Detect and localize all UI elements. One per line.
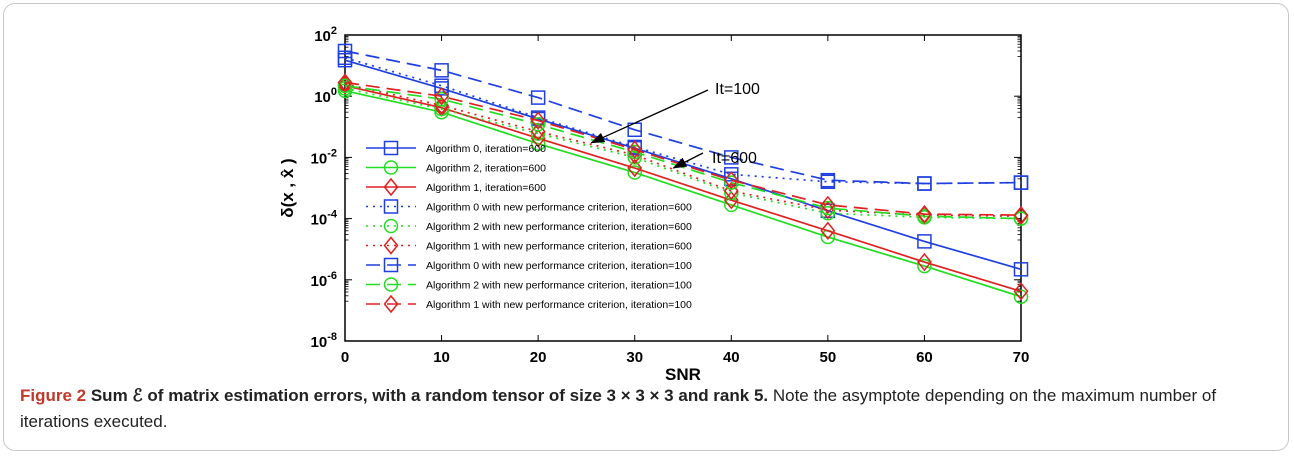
legend-marker: [383, 277, 399, 292]
data-point: [434, 91, 449, 107]
data-point: [530, 129, 546, 148]
data-point: [723, 170, 739, 190]
annotation-layer: It=100 It=600: [590, 81, 760, 169]
data-point: [917, 258, 932, 274]
data-point: [916, 204, 932, 224]
y-tick-label: 102: [314, 25, 337, 45]
legend-marker: [383, 199, 399, 214]
x-tick-label: 50: [820, 349, 837, 366]
data-point: [530, 117, 546, 132]
legend-label: Algorithm 0 with new performance criteri…: [426, 260, 692, 272]
data-point: [434, 96, 450, 115]
x-tick-label: 20: [530, 349, 547, 366]
x-tick-label: 30: [626, 349, 643, 366]
y-tick-label: 10-4: [311, 209, 338, 229]
caption-title: Sum ℰ of matrix estimation errors, with …: [86, 386, 769, 405]
legend-marker: [383, 236, 399, 255]
annotation-arrow: [672, 152, 704, 169]
data-point: [916, 252, 932, 272]
figure-label: Figure 2: [20, 386, 87, 405]
data-point: [1013, 175, 1029, 190]
series-line: [344, 50, 1022, 185]
data-point: [820, 172, 836, 188]
data-point: [337, 43, 353, 59]
data-point: [337, 78, 353, 93]
legend-label: Algorithm 0 with new performance criteri…: [426, 202, 692, 214]
legend-label: Algorithm 1 with new performance criteri…: [426, 241, 692, 253]
data-point: [627, 158, 643, 178]
annotation-arrow: [590, 89, 709, 144]
data-point: [627, 165, 642, 180]
data-point: [1013, 205, 1029, 225]
legend-marker: [383, 294, 399, 314]
y-axis-label: δ(x , x̂ ): [278, 158, 297, 217]
y-tick-label: 10-2: [311, 147, 337, 167]
data-point: [530, 90, 546, 105]
legend-label: Algorithm 2, iteration=600: [426, 163, 546, 175]
x-tick-label: 0: [341, 349, 349, 366]
legend: Algorithm 0, iteration=600 Algorithm 2, i…: [366, 140, 692, 314]
chart: 0 10 20 30 40 50 60 70 102 100 10-2 10-4 10-6 10-8 I…: [278, 25, 1030, 380]
data-point: [820, 221, 836, 240]
data-point: [1013, 289, 1029, 304]
legend-marker: [383, 140, 399, 156]
legend-marker: [383, 160, 399, 175]
x-tick-label: 60: [916, 349, 933, 366]
data-point: [530, 111, 546, 130]
data-point: [820, 195, 836, 215]
data-point: [530, 136, 546, 151]
annotation-label: It=100: [715, 81, 760, 98]
legend-label: Algorithm 1, iteration=600: [426, 182, 546, 194]
annotation-label: It=600: [712, 150, 757, 167]
legend-label: Algorithm 2 with new performance criteri…: [426, 280, 692, 292]
series-line: [344, 89, 1022, 298]
y-tick-label: 10-6: [311, 270, 337, 290]
data-point: [434, 87, 450, 106]
data-point: [820, 200, 836, 216]
series-line: [344, 84, 1022, 293]
data-point: [627, 140, 643, 159]
x-axis: 0 10 20 30 40 50 60 70: [341, 35, 1030, 366]
data-point: [917, 176, 932, 191]
legend-marker: [383, 257, 399, 273]
legend-marker: [383, 177, 399, 197]
figure-caption: Figure 2 Sum ℰ of matrix estimation erro…: [20, 383, 1270, 435]
series-6: [337, 43, 1029, 191]
x-tick-label: 70: [1013, 349, 1030, 366]
x-tick-label: 10: [433, 349, 450, 366]
x-tick-label: 40: [723, 349, 740, 366]
y-tick-label: 10-8: [311, 331, 337, 351]
data-point: [724, 150, 739, 165]
data-point: [820, 205, 836, 221]
legend-label: Algorithm 1 with new performance criteri…: [426, 299, 692, 311]
data-point: [434, 63, 449, 78]
data-point: [1013, 211, 1029, 226]
caption-text: Note the asymptote depending on the maxi…: [20, 386, 1217, 431]
data-point: [917, 234, 932, 249]
data-point: [337, 73, 353, 92]
legend-label: Algorithm 2 with new performance criteri…: [426, 221, 692, 233]
y-tick-label: 100: [314, 86, 337, 106]
data-point: [1013, 282, 1029, 301]
legend-label: Algorithm 0, iteration=600: [426, 143, 546, 155]
legend-marker: [383, 218, 399, 234]
data-point: [1013, 262, 1029, 277]
data-point: [434, 101, 449, 117]
x-axis-label: SNR: [665, 365, 701, 380]
